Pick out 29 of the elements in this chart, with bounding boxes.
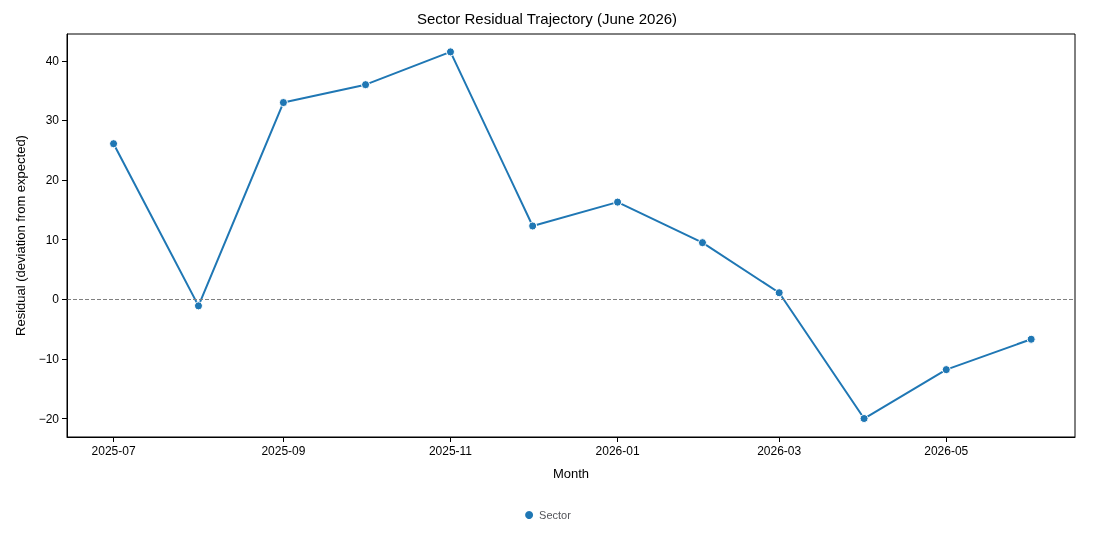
y-tick-label: 20 xyxy=(45,173,60,188)
point xyxy=(859,414,869,424)
y-tick-label: −10 xyxy=(38,351,60,366)
chart-title: Sector Residual Trajectory (June 2026) xyxy=(416,10,678,27)
point xyxy=(109,139,119,149)
y-tick-label: −20 xyxy=(38,411,60,426)
point xyxy=(361,80,371,90)
x-tick-label: 2025-11 xyxy=(428,444,473,458)
y-tick-label: 0 xyxy=(52,292,60,307)
point xyxy=(278,98,288,108)
point xyxy=(528,221,538,231)
x-tick-label: 2026-05 xyxy=(924,444,969,458)
y-tick-label: 30 xyxy=(45,113,60,128)
point xyxy=(941,365,951,375)
x-axis-title: Month xyxy=(552,466,590,481)
y-tick-label: 10 xyxy=(45,232,60,247)
point xyxy=(445,47,455,57)
y-axis-title: Residual (deviation from expected) xyxy=(13,135,28,336)
x-tick-label: 2026-01 xyxy=(595,444,640,458)
point xyxy=(697,238,707,248)
y-tick-label: 40 xyxy=(45,53,60,68)
x-tick-label: 2026-03 xyxy=(757,444,802,458)
legend-label: Sector xyxy=(539,509,572,521)
point xyxy=(193,301,203,311)
point xyxy=(613,197,623,207)
x-tick-label: 2025-07 xyxy=(91,444,136,458)
point xyxy=(1026,334,1036,344)
x-tick-label: 2025-09 xyxy=(261,444,306,458)
point xyxy=(774,288,784,298)
